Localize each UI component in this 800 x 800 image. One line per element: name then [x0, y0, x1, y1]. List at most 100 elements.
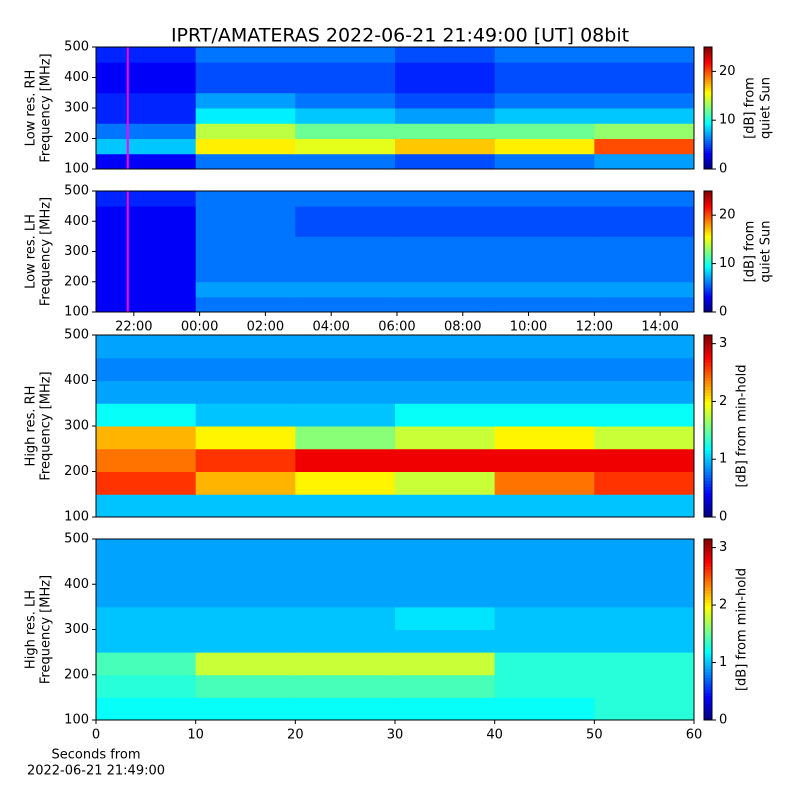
colorbar-segment: [704, 89, 712, 93]
colorbar-segment: [704, 162, 712, 166]
colorbar-segment: [704, 374, 712, 378]
heatmap-cell: [594, 108, 695, 124]
colorbar-segment: [704, 680, 712, 685]
colorbar-segment: [704, 704, 712, 709]
y-tick-label: 300: [64, 419, 89, 434]
heatmap-cell: [295, 266, 396, 283]
colorbar-segment: [704, 211, 712, 214]
colorbar-segment: [704, 513, 712, 518]
heatmap-cell: [295, 296, 396, 313]
colorbar-segment: [704, 695, 712, 700]
y-axis-label: Frequency [MHz]: [39, 371, 54, 480]
heatmap-cell: [594, 471, 695, 495]
heatmap-cell: [295, 606, 396, 630]
heatmap-cell: [395, 266, 496, 283]
colorbar-segment: [704, 201, 712, 204]
heatmap-cell: [195, 448, 296, 472]
heatmap-cell: [594, 138, 695, 155]
heatmap-cell: [96, 697, 197, 721]
x-tick-label: 40: [486, 728, 503, 743]
y-axis-label: Low res. RH: [24, 70, 39, 147]
colorbar-segment: [704, 453, 712, 457]
colorbar-segment: [704, 647, 712, 652]
colorbar-segment: [704, 309, 712, 313]
heatmap-cell: [395, 251, 496, 268]
heatmap-cell: [96, 606, 197, 630]
colorbar-segment: [704, 63, 712, 66]
heatmap-cell: [96, 539, 197, 563]
heatmap-cell: [195, 221, 296, 237]
colorbar-segment: [704, 263, 712, 267]
colorbar-segment: [704, 575, 712, 579]
colorbar-segment: [704, 73, 712, 76]
colorbar-segment: [704, 239, 712, 242]
colorbar-segment: [704, 404, 712, 409]
colorbar-segment: [704, 368, 712, 372]
colorbar-segment: [704, 614, 712, 618]
heatmap-cell: [96, 629, 197, 653]
colorbar-segment: [704, 281, 712, 285]
colorbar-segment: [704, 285, 712, 289]
heatmap-cell: [594, 62, 695, 78]
colorbar-segment: [704, 287, 712, 291]
colorbar-label: [dB] from: [743, 77, 758, 139]
heatmap-cell: [195, 561, 296, 585]
heatmap-cell: [594, 281, 695, 298]
heatmap-cell: [96, 471, 197, 495]
colorbar-segment: [704, 295, 712, 299]
colorbar-segment: [704, 629, 712, 633]
colorbar-segment: [704, 581, 712, 585]
heatmap-cell: [494, 448, 595, 472]
colorbar-segment: [704, 338, 712, 342]
heatmap-cell: [195, 584, 296, 608]
colorbar-segment: [704, 356, 712, 360]
colorbar-segment: [704, 596, 712, 600]
colorbar-segment: [704, 237, 712, 240]
y-tick-label: 200: [64, 464, 89, 479]
heatmap-cell: [96, 426, 197, 450]
heatmap-cell: [195, 108, 296, 124]
colorbar-frame: [703, 334, 713, 518]
heatmap-cell: [96, 652, 197, 676]
colorbar-segment: [704, 335, 712, 339]
heatmap-cell: [494, 357, 595, 381]
x-tick-label: 06:00: [378, 320, 415, 335]
x-tick-label: 12:00: [576, 320, 613, 335]
colorbar-segment: [704, 91, 712, 95]
y-tick-label: 500: [64, 40, 89, 55]
colorbar-segment: [704, 207, 712, 210]
heatmap-cell: [395, 296, 496, 313]
y-tick-label: 400: [64, 373, 89, 388]
colorbar-segment: [704, 501, 712, 506]
colorbar-segment: [704, 209, 712, 212]
heatmap-cell: [295, 153, 396, 170]
heatmap-cell: [594, 606, 695, 630]
heatmap-cell: [494, 494, 595, 518]
y-axis-label: High res. LH: [24, 590, 39, 669]
y-tick-label: 300: [64, 244, 89, 259]
x-tick-label: 22:00: [115, 320, 152, 335]
colorbar-segment: [704, 698, 712, 703]
colorbar-segment: [704, 83, 712, 87]
heatmap-cell: [594, 221, 695, 237]
colorbar-segment: [704, 347, 712, 351]
colorbar-segment: [704, 195, 712, 198]
heatmap-cell: [195, 697, 296, 721]
colorbar-segment: [704, 305, 712, 309]
heatmap-cell: [295, 561, 396, 585]
colorbar-segment: [704, 95, 712, 99]
colorbar-segment: [704, 716, 712, 721]
colorbar-segment: [704, 489, 712, 494]
colorbar-segment: [704, 620, 712, 624]
heatmap-cell: [96, 584, 197, 608]
colorbar-segment: [704, 371, 712, 375]
colorbar-tick-label: 0: [719, 713, 727, 728]
colorbar-segment: [704, 59, 712, 62]
colorbar-segment: [704, 144, 712, 148]
y-tick-label: 300: [64, 622, 89, 637]
heatmap-cell: [594, 674, 695, 698]
colorbar-segment: [704, 362, 712, 366]
colorbar-segment: [704, 450, 712, 454]
colorbar-segment: [704, 486, 712, 491]
heatmap-cell: [395, 108, 496, 124]
